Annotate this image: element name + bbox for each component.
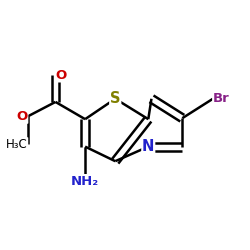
Text: Br: Br bbox=[213, 92, 230, 105]
Text: NH₂: NH₂ bbox=[71, 175, 99, 188]
Text: H₃C: H₃C bbox=[6, 138, 28, 151]
Text: O: O bbox=[56, 69, 67, 82]
Text: S: S bbox=[110, 91, 120, 106]
Text: O: O bbox=[16, 110, 28, 123]
Text: N: N bbox=[142, 139, 154, 154]
